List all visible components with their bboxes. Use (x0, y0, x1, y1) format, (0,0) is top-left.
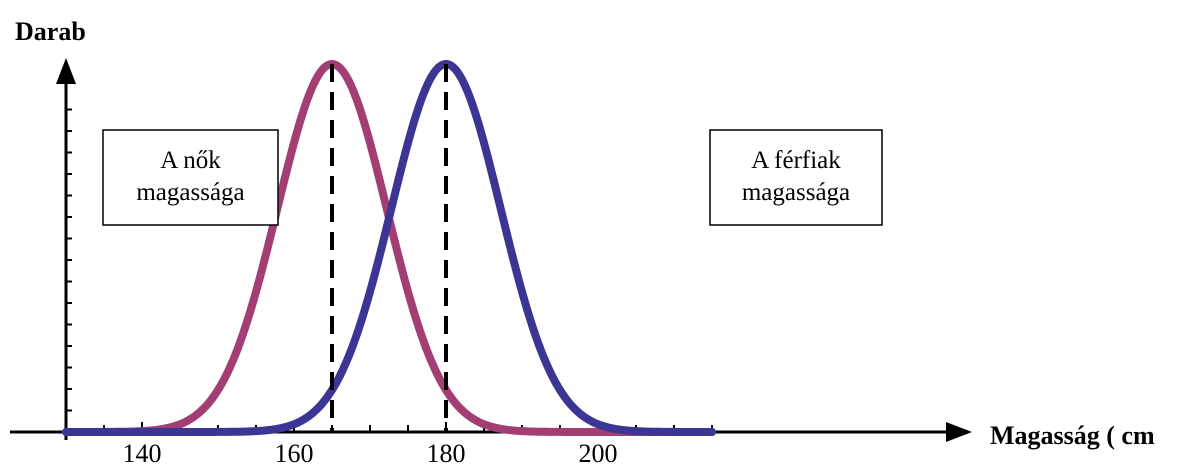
x-tick-label: 140 (123, 439, 162, 468)
curves (62, 60, 716, 436)
axes: 140 160 180 200 (10, 58, 972, 468)
annotation-text: magassága (136, 179, 244, 206)
women-height-curve (62, 60, 716, 436)
x-tick-label: 200 (579, 439, 618, 468)
women-annotation: A nők magassága (102, 129, 279, 226)
y-axis-label: Darab (15, 17, 86, 46)
x-tick-label: 180 (427, 439, 466, 468)
men-height-curve (62, 60, 716, 436)
annotation-box (709, 129, 883, 226)
men-annotation: A férfiak magassága (709, 129, 883, 226)
annotation-boxes: A nők magassága A férfiak magassága (102, 129, 883, 226)
annotation-box (102, 129, 279, 226)
x-tick-label: 160 (275, 439, 314, 468)
x-axis-arrow (946, 422, 972, 442)
annotation-text: A nők (160, 147, 221, 174)
annotation-text: magassága (742, 179, 850, 206)
annotation-text: A férfiak (751, 147, 841, 174)
x-axis-label: Magasság ( cm (990, 421, 1155, 450)
y-axis-arrow (56, 58, 76, 84)
mean-lines (330, 64, 448, 432)
